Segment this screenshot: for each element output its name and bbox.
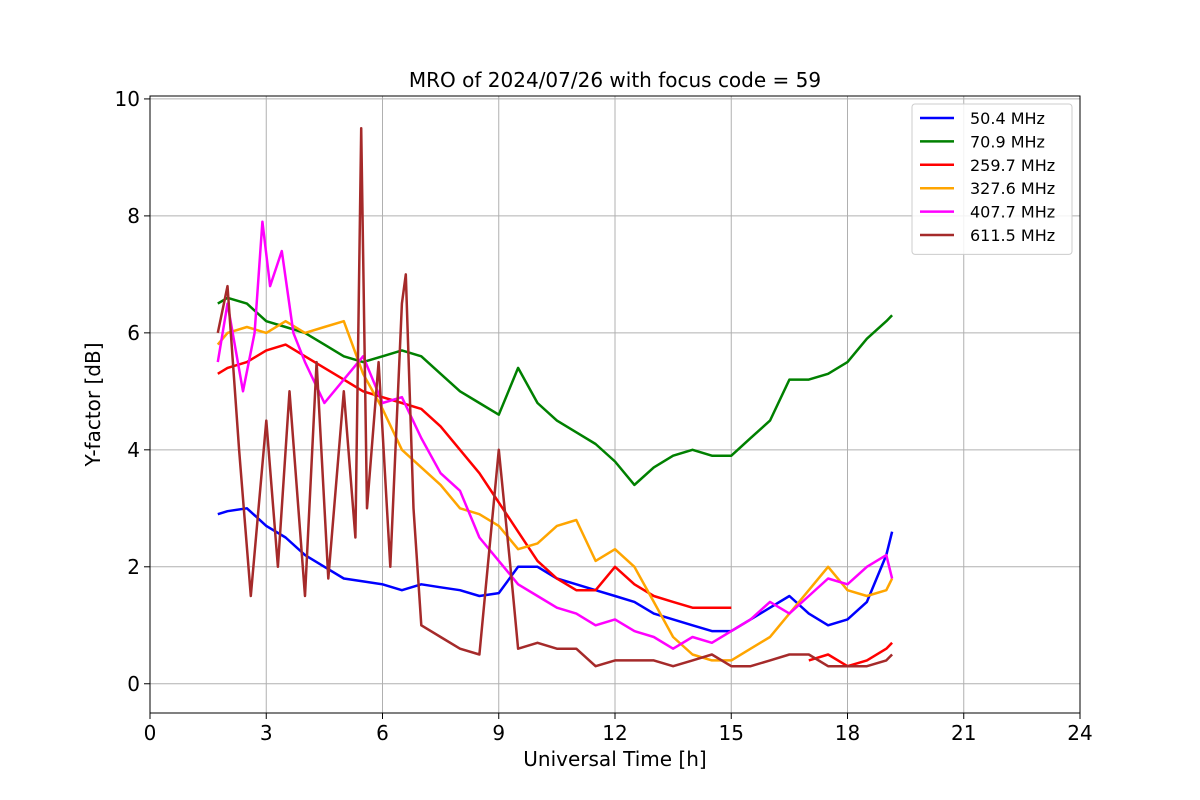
x-tick-label: 12 xyxy=(602,721,627,745)
legend-entry: 50.4 MHz xyxy=(970,109,1045,128)
legend-entry: 70.9 MHz xyxy=(970,132,1045,151)
legend-entry: 327.6 MHz xyxy=(970,179,1055,198)
x-tick-label: 18 xyxy=(835,721,860,745)
x-tick-label: 15 xyxy=(719,721,744,745)
series-layer xyxy=(216,126,894,668)
series-line-2 xyxy=(217,343,893,668)
y-tick-label: 10 xyxy=(115,87,140,111)
x-tick-label: 9 xyxy=(492,721,505,745)
y-axis-label: Y-factor [dB] xyxy=(81,342,105,467)
x-tick-label: 21 xyxy=(951,721,976,745)
y-tick-label: 6 xyxy=(127,321,140,345)
x-tick-label: 6 xyxy=(376,721,389,745)
x-tick-label: 0 xyxy=(144,721,157,745)
series-line-5 xyxy=(216,126,893,668)
legend-entry: 407.7 MHz xyxy=(970,203,1055,222)
legend-entry: 611.5 MHz xyxy=(970,226,1055,245)
y-tick-label: 0 xyxy=(127,672,140,696)
chart-title: MRO of 2024/07/26 with focus code = 59 xyxy=(409,68,821,92)
y-tick-label: 2 xyxy=(127,555,140,579)
legend-entry: 259.7 MHz xyxy=(970,156,1055,175)
x-tick-label: 3 xyxy=(260,721,273,745)
x-axis-label: Universal Time [h] xyxy=(523,747,706,771)
series-line-4 xyxy=(216,220,894,650)
y-tick-label: 4 xyxy=(127,438,140,462)
x-tick-label: 24 xyxy=(1067,721,1092,745)
series-line-1 xyxy=(217,296,893,487)
y-tick-label: 8 xyxy=(127,204,140,228)
legend: 50.4 MHz 70.9 MHz 259.7 MHz 327.6 MHz 407.7… xyxy=(911,103,1073,255)
